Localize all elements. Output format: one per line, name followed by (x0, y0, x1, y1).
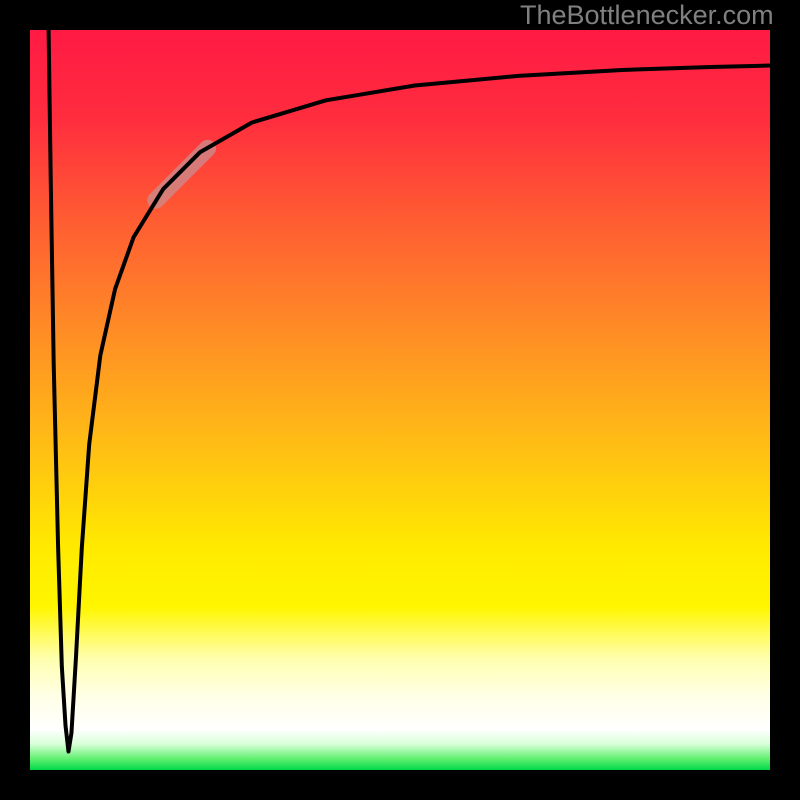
watermark-text: TheBottlenecker.com (520, 0, 774, 31)
bottleneck-chart (0, 0, 800, 800)
